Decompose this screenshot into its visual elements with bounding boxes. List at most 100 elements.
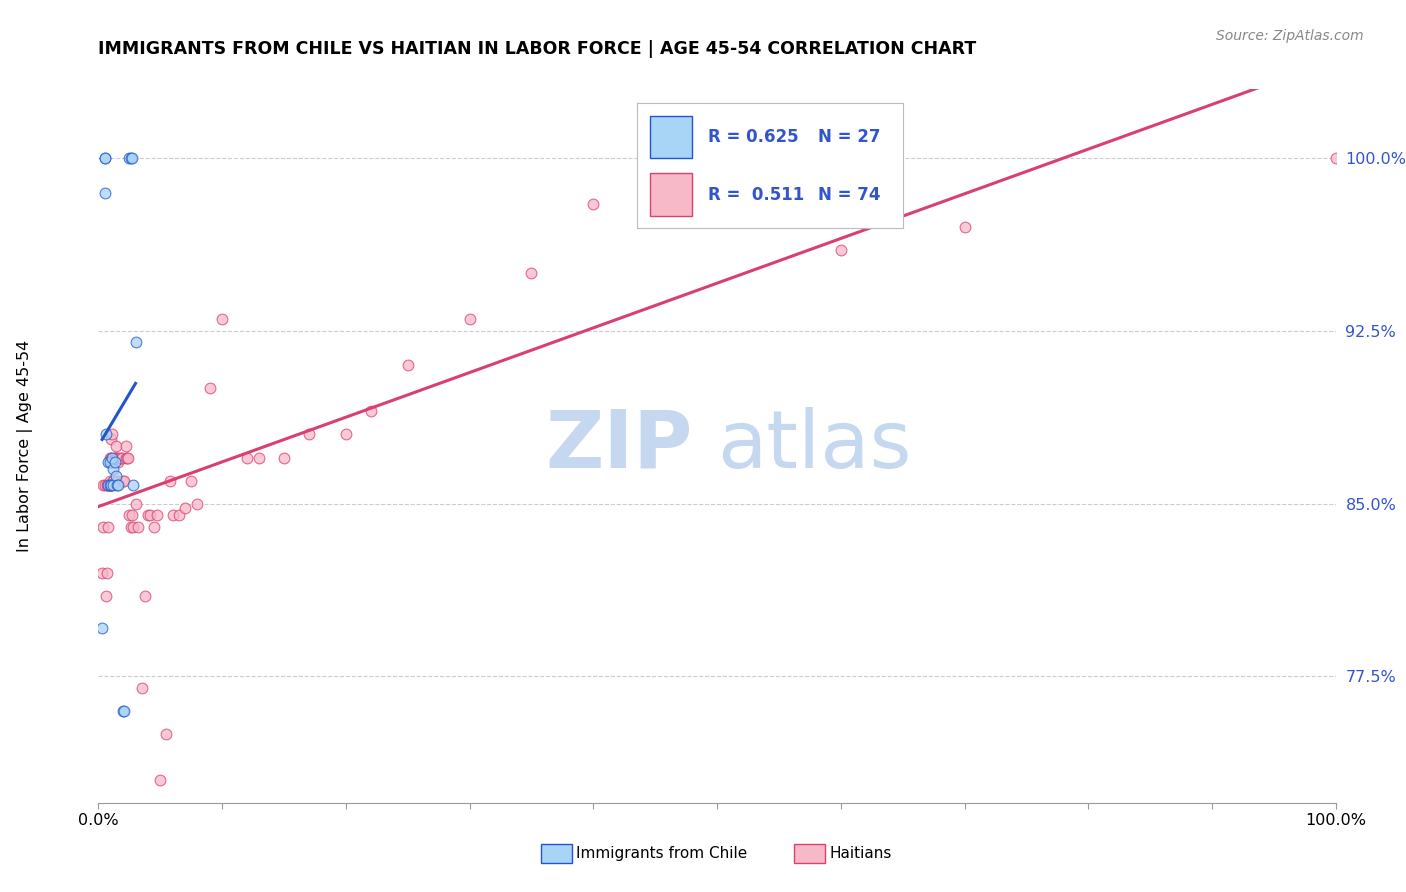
Point — [93, 186, 115, 200]
Point — [91, 621, 114, 635]
Point — [100, 450, 122, 465]
Point — [120, 151, 142, 165]
Point — [124, 335, 146, 350]
Point — [360, 404, 382, 418]
Point — [98, 474, 121, 488]
Point — [98, 478, 121, 492]
Point — [103, 474, 125, 488]
Point — [97, 478, 120, 492]
Point — [103, 455, 125, 469]
Point — [120, 519, 142, 533]
Point — [124, 497, 146, 511]
Point — [93, 151, 115, 165]
Point — [98, 455, 121, 469]
Point — [94, 427, 117, 442]
Point — [101, 455, 124, 469]
Point — [121, 151, 143, 165]
Point — [100, 478, 122, 492]
Point — [247, 450, 270, 465]
Point — [174, 501, 197, 516]
Point — [127, 519, 149, 533]
Point — [111, 450, 134, 465]
Point — [103, 474, 125, 488]
Point — [105, 478, 128, 492]
Point — [139, 508, 162, 522]
Point — [211, 312, 233, 326]
Point — [830, 244, 852, 258]
Point — [105, 450, 128, 465]
Point — [1324, 151, 1347, 165]
Point — [117, 450, 139, 465]
Point — [114, 450, 136, 465]
Point — [101, 455, 124, 469]
Point — [118, 151, 141, 165]
Point — [96, 566, 118, 580]
Point — [103, 462, 125, 476]
Point — [101, 450, 124, 465]
Point — [104, 439, 127, 453]
Point — [97, 519, 120, 533]
Point — [100, 432, 122, 446]
Text: IMMIGRANTS FROM CHILE VS HAITIAN IN LABOR FORCE | AGE 45-54 CORRELATION CHART: IMMIGRANTS FROM CHILE VS HAITIAN IN LABO… — [98, 40, 977, 58]
Point — [134, 589, 156, 603]
Point — [104, 469, 127, 483]
Text: Haitians: Haitians — [830, 847, 891, 861]
Point — [103, 450, 125, 465]
Point — [167, 508, 190, 522]
Point — [162, 508, 184, 522]
Point — [115, 450, 138, 465]
Point — [396, 359, 419, 373]
Point — [298, 427, 321, 442]
Point — [96, 478, 118, 492]
Point — [180, 474, 202, 488]
Point — [105, 474, 128, 488]
Text: Source: ZipAtlas.com: Source: ZipAtlas.com — [1216, 29, 1364, 43]
Point — [112, 474, 135, 488]
Point — [112, 474, 135, 488]
Point — [103, 450, 125, 465]
Point — [100, 478, 122, 492]
Point — [108, 450, 131, 465]
Point — [953, 220, 976, 235]
Point — [107, 455, 129, 469]
Point — [101, 427, 124, 442]
Point — [582, 197, 605, 211]
Point — [94, 589, 117, 603]
Point — [103, 478, 125, 492]
Point — [186, 497, 208, 511]
Point — [91, 566, 114, 580]
Point — [198, 381, 221, 395]
Text: Immigrants from Chile: Immigrants from Chile — [576, 847, 748, 861]
Point — [706, 151, 728, 165]
Point — [236, 450, 259, 465]
Point — [93, 519, 115, 533]
Point — [122, 519, 145, 533]
Point — [458, 312, 481, 326]
Point — [100, 478, 122, 492]
Point — [98, 478, 121, 492]
Text: ZIP: ZIP — [546, 407, 692, 485]
Point — [145, 508, 167, 522]
Point — [273, 450, 295, 465]
Text: In Labor Force | Age 45-54: In Labor Force | Age 45-54 — [17, 340, 34, 552]
Point — [131, 681, 153, 695]
Point — [97, 478, 120, 492]
Point — [114, 439, 136, 453]
Point — [520, 266, 543, 280]
Point — [143, 519, 166, 533]
Point — [118, 508, 141, 522]
Point — [335, 427, 357, 442]
Point — [93, 478, 115, 492]
Text: atlas: atlas — [717, 407, 911, 485]
Point — [110, 450, 132, 465]
Point — [155, 727, 177, 741]
Point — [112, 704, 135, 718]
Point — [136, 508, 159, 522]
Point — [121, 508, 143, 522]
Point — [107, 478, 129, 492]
Point — [98, 450, 121, 465]
Point — [93, 478, 115, 492]
Point — [159, 474, 181, 488]
Point — [104, 450, 127, 465]
Point — [149, 772, 172, 787]
